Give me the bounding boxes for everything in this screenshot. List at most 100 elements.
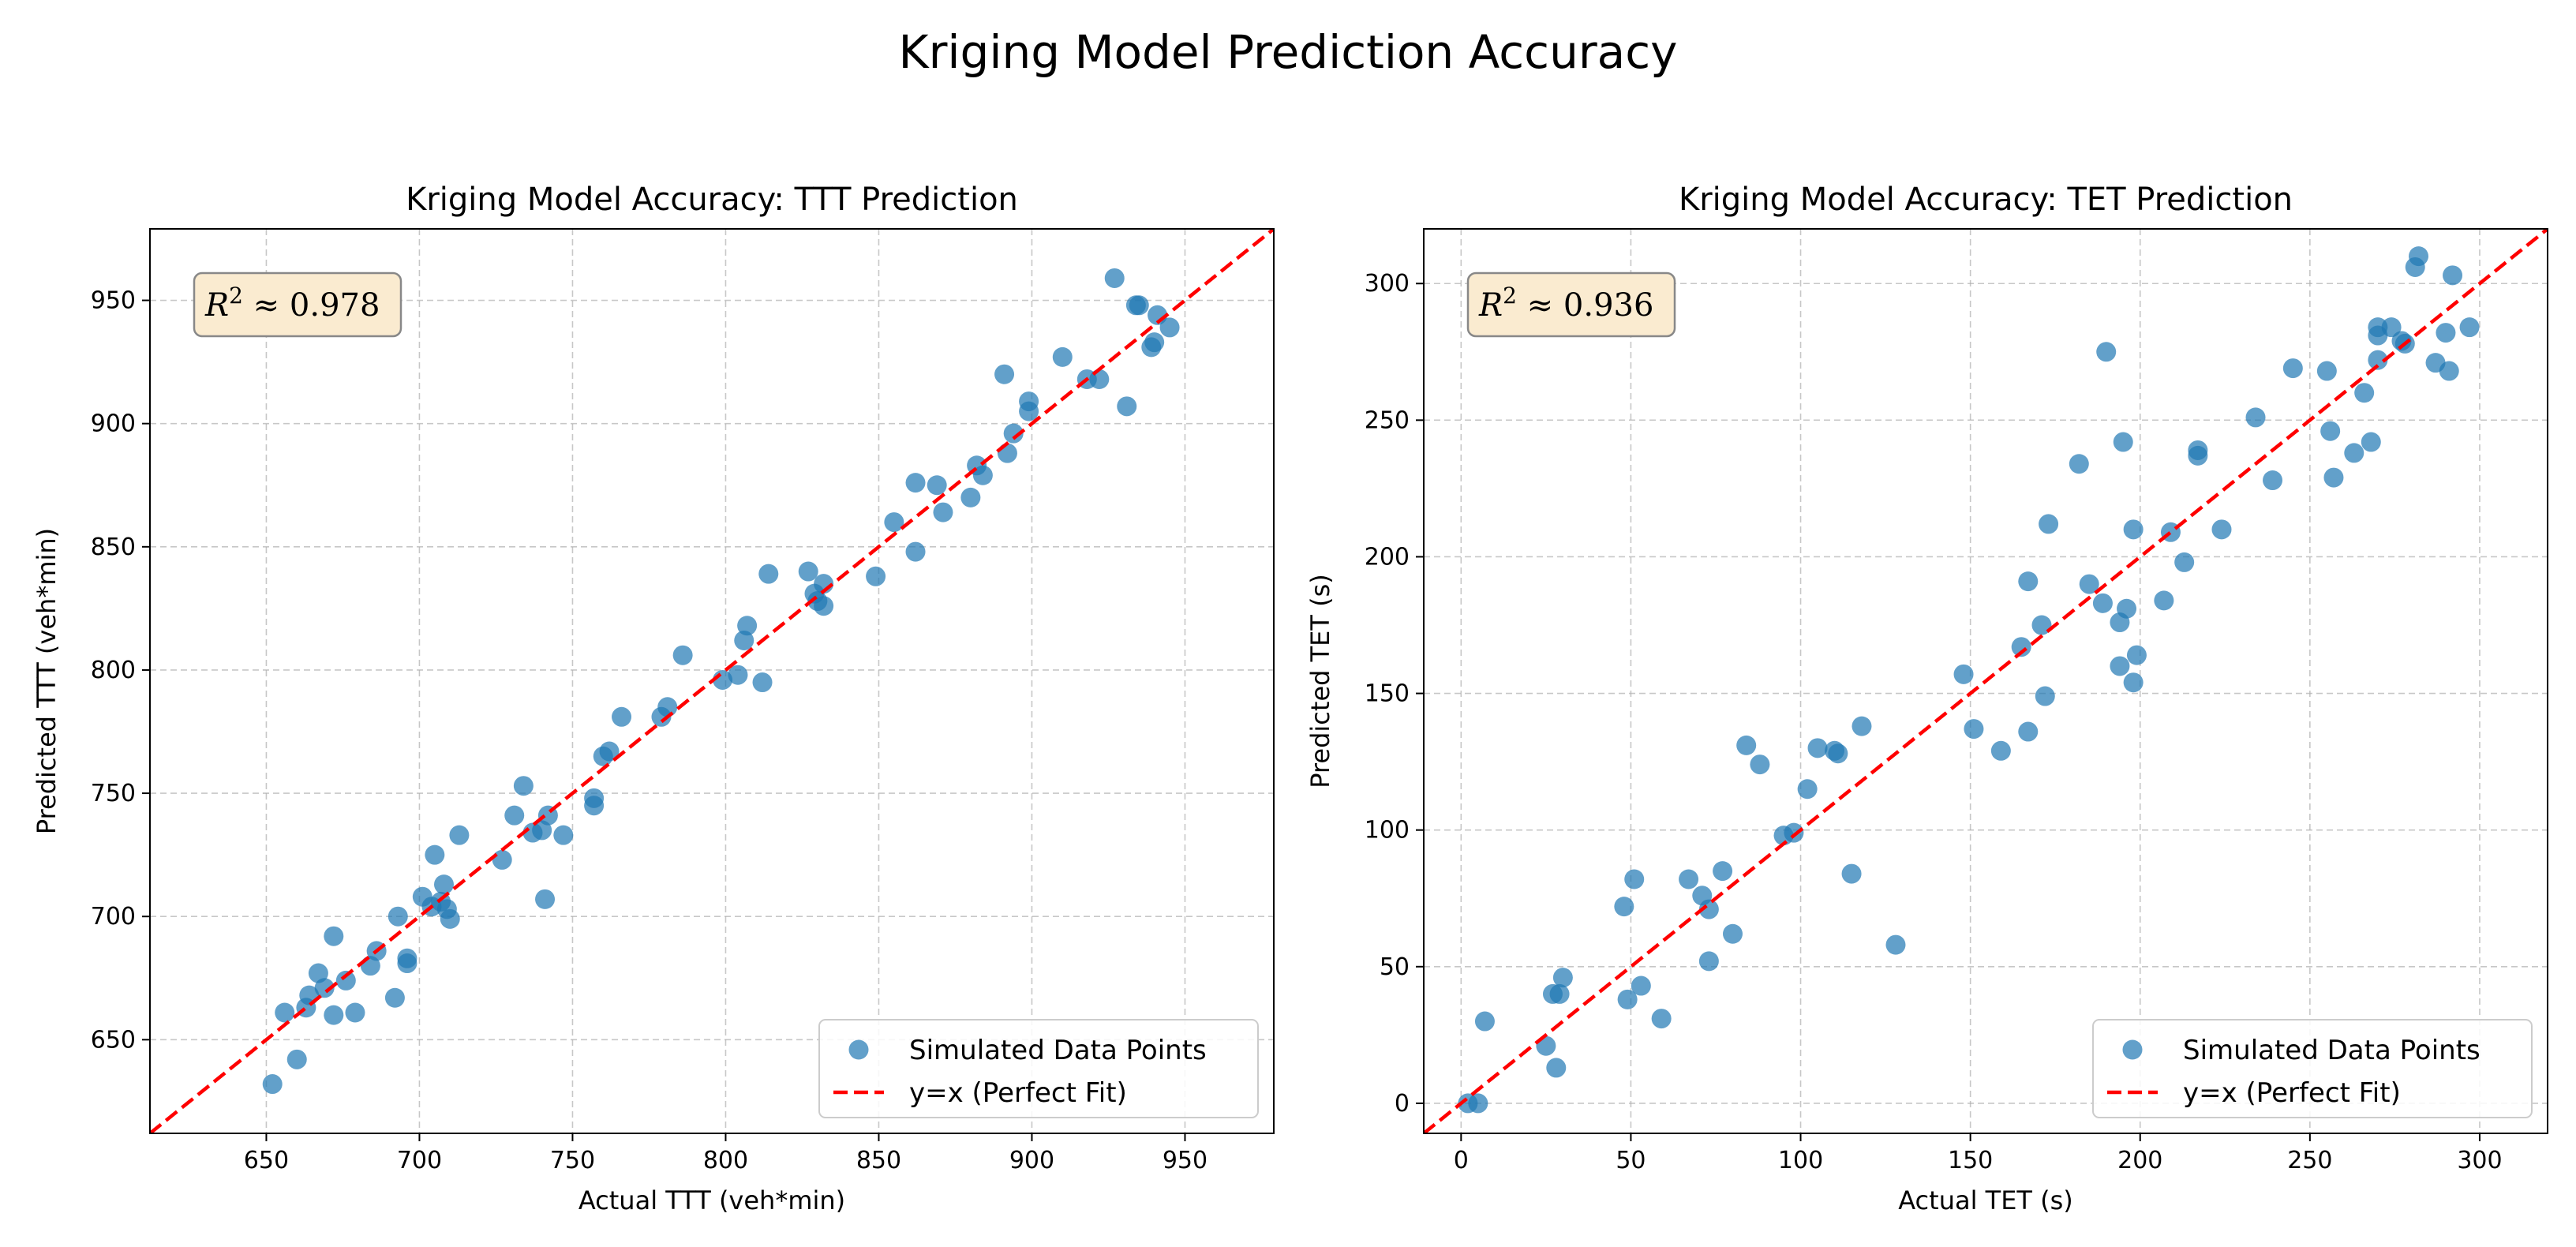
x-axis-label: Actual TTT (veh*min): [578, 1185, 845, 1215]
x-tick-label: 0: [1454, 1147, 1469, 1174]
data-point: [1722, 923, 1743, 944]
data-points: [262, 268, 1180, 1095]
data-point: [2436, 323, 2456, 343]
data-point: [1736, 735, 1757, 755]
r2-symbol: R: [1478, 287, 1503, 324]
data-point: [672, 645, 693, 665]
data-point: [905, 541, 926, 562]
data-point: [2126, 645, 2147, 665]
x-tick-label: 950: [1163, 1147, 1208, 1174]
data-point: [1990, 740, 2011, 761]
data-point: [2092, 593, 2113, 613]
data-points: [1458, 246, 2480, 1114]
r2-box: [193, 271, 402, 338]
data-point: [1019, 401, 1039, 421]
data-point: [2323, 467, 2344, 488]
y-tick-label: 750: [91, 780, 136, 807]
data-point: [492, 849, 512, 870]
r2-value: 0.978: [290, 287, 380, 324]
figure-title: Kriging Model Prediction Accuracy: [899, 25, 1678, 79]
r2-approx: ≈: [243, 287, 290, 324]
tet-chart: 0 50 100 150 200 250 300 0 50 100 150 200 250 300 Krig…: [1305, 182, 2548, 1215]
data-point: [314, 978, 335, 998]
y-tick-label: 700: [91, 903, 136, 931]
x-tick-label: 800: [703, 1147, 748, 1174]
data-point: [449, 825, 470, 845]
data-point: [1614, 897, 1634, 917]
data-point: [1104, 268, 1125, 288]
data-point: [1698, 899, 1719, 919]
y-axis-label: Predicted TTT (veh*min): [32, 528, 62, 834]
x-tick-label: 50: [1616, 1147, 1646, 1174]
fit-line: [1424, 229, 2548, 1133]
data-point: [1546, 1058, 1567, 1078]
plot-frame: [1423, 228, 2548, 1134]
data-point: [2263, 470, 2283, 491]
data-point: [933, 502, 953, 522]
data-point: [2381, 317, 2402, 338]
data-point: [1713, 861, 1733, 882]
data-point: [798, 561, 818, 582]
data-point: [1698, 951, 1719, 972]
r2-annotation: R2 ≈ 0.978: [204, 283, 380, 324]
legend-label: Simulated Data Points: [2183, 1035, 2481, 1066]
y-tick-label: 300: [1365, 270, 1410, 298]
x-tick-label: 850: [856, 1147, 901, 1174]
x-tick-label: 650: [244, 1147, 289, 1174]
data-point: [814, 596, 834, 616]
y-tick-label: 250: [1365, 406, 1410, 434]
data-point: [324, 926, 344, 946]
data-point: [1052, 346, 1073, 367]
x-tick-label: 150: [1948, 1147, 1993, 1174]
r2-sup: 2: [1503, 283, 1517, 309]
legend-box: [2092, 1019, 2533, 1118]
plot-frame: [149, 228, 1275, 1134]
y-tick-label: 900: [91, 410, 136, 438]
data-point: [866, 566, 886, 586]
chart-title: Kriging Model Accuracy: TTT Prediction: [406, 182, 1018, 218]
r2-sup: 2: [229, 283, 243, 309]
data-point: [737, 616, 758, 636]
data-point: [657, 697, 678, 717]
y-tick-label: 950: [91, 287, 136, 315]
data-point: [2035, 686, 2055, 706]
data-point: [2282, 358, 2303, 379]
data-point: [599, 741, 620, 762]
data-point: [2361, 432, 2381, 452]
ttt-chart: 650 700 750 800 850 900 950 650 700 750 800 850 900 9…: [32, 182, 1275, 1215]
x-tick-label: 750: [550, 1147, 595, 1174]
r2-box: [1466, 271, 1676, 338]
legend: Simulated Data Points y=x (Perfect Fit): [2092, 1019, 2533, 1118]
data-point: [1117, 396, 1137, 417]
data-point: [2174, 552, 2195, 572]
data-point: [1552, 968, 1573, 988]
data-point: [1129, 295, 1149, 316]
y-tick-label: 200: [1365, 543, 1410, 571]
data-point: [758, 564, 779, 584]
data-point: [1964, 719, 1984, 740]
x-tick-label: 200: [2117, 1147, 2162, 1174]
data-point: [384, 987, 405, 1008]
data-point: [1750, 755, 1770, 775]
data-point: [308, 963, 328, 983]
data-point: [2439, 361, 2459, 381]
data-point: [1003, 423, 1024, 444]
y-tick-label: 850: [91, 534, 136, 561]
r2-annotation: R2 ≈ 0.936: [1478, 283, 1653, 324]
data-point: [2123, 519, 2144, 540]
data-point: [335, 970, 356, 990]
legend-label: y=x (Perfect Fit): [909, 1077, 1127, 1109]
data-point: [1828, 743, 1848, 764]
data-point: [425, 844, 445, 865]
data-point: [532, 820, 552, 841]
data-point: [2117, 598, 2137, 619]
chart-title: Kriging Model Accuracy: TET Prediction: [1679, 182, 2293, 218]
data-point: [1807, 738, 1828, 758]
data-point: [433, 874, 454, 895]
data-point: [2368, 350, 2388, 370]
y-tick-label: 50: [1380, 953, 1410, 981]
data-point: [1468, 1093, 1488, 1114]
data-point: [345, 1002, 365, 1023]
data-point: [1549, 983, 1570, 1004]
